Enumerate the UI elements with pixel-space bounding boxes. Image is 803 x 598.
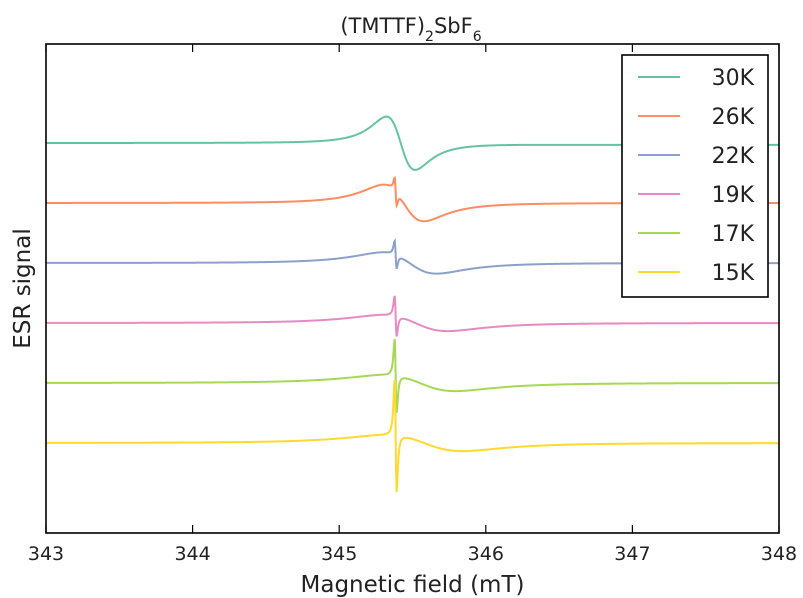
series-line-19K (46, 295, 779, 337)
legend-label: 17K (712, 222, 755, 247)
legend-label: 19K (712, 183, 755, 208)
x-tick-label: 346 (468, 543, 504, 565)
x-tick-label: 345 (321, 543, 357, 565)
y-axis-label: ESR signal (10, 228, 36, 348)
series-line-17K (46, 339, 779, 413)
legend-label: 22K (712, 144, 755, 169)
legend: 30K 26K 22K 19K 17K 15K (621, 54, 769, 298)
x-axis-ticks: 343 344 345 346 347 348 (28, 44, 797, 565)
chart-title: (TMTTF)2SbF6 (340, 14, 481, 45)
legend-label: 30K (712, 66, 755, 91)
series-line-15K (46, 379, 779, 493)
x-tick-label: 347 (614, 543, 650, 565)
x-axis-label: Magnetic field (mT) (301, 572, 525, 598)
x-tick-label: 343 (28, 543, 64, 565)
x-tick-label: 348 (761, 543, 797, 565)
legend-label: 15K (712, 261, 755, 286)
legend-label: 26K (712, 105, 755, 130)
plot-frame (45, 43, 780, 534)
legend-box (621, 54, 769, 298)
x-tick-label: 344 (174, 543, 210, 565)
chart-title-text: (TMTTF)2SbF6 (340, 14, 481, 45)
